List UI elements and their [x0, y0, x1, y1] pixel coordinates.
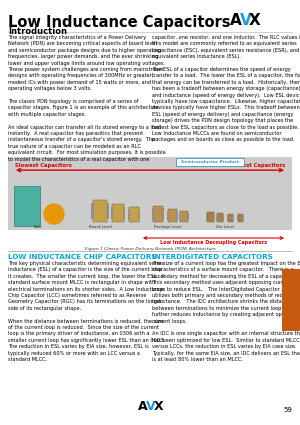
Text: X: X: [154, 400, 164, 413]
Bar: [226, 215, 228, 221]
Bar: [153, 206, 163, 222]
Bar: [188, 212, 189, 220]
Bar: [152, 208, 154, 220]
Bar: [124, 207, 125, 219]
Bar: [92, 203, 94, 219]
Text: Fastest Capacitors: Fastest Capacitors: [230, 163, 285, 168]
Bar: [282, 269, 300, 331]
Text: V: V: [240, 13, 252, 28]
Bar: [227, 214, 232, 222]
Bar: [223, 214, 224, 221]
Text: Package Level: Package Level: [154, 225, 182, 229]
Text: Figure 1 Classic Power Delivery Network (PDN) Architecture: Figure 1 Classic Power Delivery Network …: [85, 247, 215, 251]
Text: Board Level: Board Level: [88, 225, 111, 229]
Text: X: X: [249, 13, 261, 28]
Text: LOW INDUCTANCE CHIP CAPACITORS: LOW INDUCTANCE CHIP CAPACITORS: [8, 254, 157, 260]
Bar: [213, 213, 214, 221]
Text: capacitor, one resistor, and one inductor.  The RLC values in
this model are com: capacitor, one resistor, and one inducto…: [152, 35, 300, 142]
Text: The signal integrity characteristics of a Power Delivery
Network (PDN) are becom: The signal integrity characteristics of …: [8, 35, 166, 162]
Bar: [163, 208, 164, 220]
Bar: [8, 157, 292, 230]
Bar: [217, 213, 223, 222]
Text: 59: 59: [283, 407, 292, 413]
Text: Introduction: Introduction: [8, 27, 67, 36]
Bar: [232, 215, 233, 221]
Text: Die Level: Die Level: [216, 225, 234, 229]
Bar: [206, 212, 214, 222]
Bar: [176, 211, 178, 220]
Bar: [14, 186, 40, 226]
Bar: [106, 203, 109, 219]
Text: The key physical characteristic determining equivalent series
inductance (ESL) o: The key physical characteristic determin…: [8, 261, 165, 362]
Text: A: A: [230, 13, 242, 28]
Circle shape: [44, 204, 64, 224]
Text: Low Inductance Decoupling Capacitors: Low Inductance Decoupling Capacitors: [160, 240, 267, 245]
Text: A: A: [138, 400, 148, 413]
Bar: [179, 212, 181, 220]
Bar: [129, 207, 139, 222]
Bar: [216, 214, 218, 221]
Text: Slowest Capacitors: Slowest Capacitors: [15, 163, 72, 168]
Bar: [238, 214, 242, 222]
Bar: [112, 204, 124, 222]
Bar: [206, 213, 207, 221]
Bar: [167, 209, 176, 222]
Text: The size of a current loop has the greatest impact on the ESL
characteristics of: The size of a current loop has the great…: [152, 261, 300, 362]
Bar: [236, 215, 238, 221]
Bar: [139, 209, 140, 220]
Text: Low Inductance Capacitors: Low Inductance Capacitors: [8, 15, 230, 30]
Bar: [180, 211, 188, 222]
Text: V: V: [146, 400, 156, 413]
Bar: [111, 207, 112, 219]
Text: INTERDIGITATED CAPACITORS: INTERDIGITATED CAPACITORS: [152, 254, 273, 260]
Bar: [167, 211, 168, 220]
Bar: [93, 200, 107, 222]
Bar: [128, 209, 130, 220]
FancyBboxPatch shape: [176, 158, 244, 166]
Text: Bulk: Bulk: [34, 225, 42, 229]
Text: Semiconductor Product: Semiconductor Product: [181, 160, 239, 164]
Bar: [242, 215, 244, 221]
